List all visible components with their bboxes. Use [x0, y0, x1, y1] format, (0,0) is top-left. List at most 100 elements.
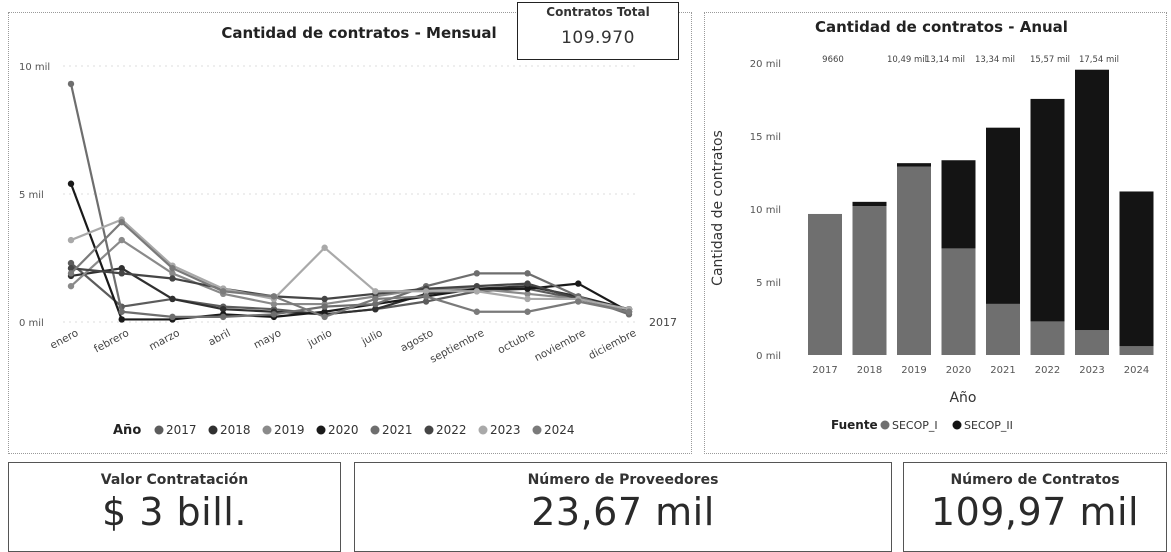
valor-contratacion-card: Valor Contratación $ 3 bill. [8, 462, 341, 552]
annual-bar-segment [1075, 69, 1109, 331]
monthly-legend-marker [370, 425, 380, 435]
annual-x-tick-label: 2022 [1035, 365, 1060, 376]
monthly-data-point [524, 308, 531, 315]
monthly-data-point [473, 308, 481, 315]
annual-chart-title: Cantidad de contratos - Anual [815, 18, 1068, 36]
monthly-data-point [118, 308, 125, 315]
numero-contratos-value: 109,97 mil [930, 490, 1140, 534]
annual-legend-label: SECOP_I [892, 419, 938, 432]
monthly-data-point [422, 293, 430, 300]
monthly-legend-label: 2017 [166, 423, 197, 437]
monthly-data-point [625, 308, 633, 315]
monthly-series-line [70, 238, 630, 313]
monthly-data-point [118, 218, 125, 226]
monthly-data-point [270, 293, 278, 300]
annual-chart-panel: Cantidad de contratos - Anual Cantidad d… [704, 12, 1167, 454]
annual-bar-segment [1075, 330, 1109, 355]
annual-x-tick-label: 2018 [857, 365, 882, 376]
monthly-chart-title: Cantidad de contratos - Mensual [221, 24, 496, 42]
monthly-y-tick-label: 10 mil [19, 62, 50, 73]
monthly-data-point [118, 265, 125, 272]
monthly-x-tick-label: julio [359, 327, 385, 348]
annual-y-tick-label: 0 mil [756, 351, 781, 362]
annual-legend-marker [952, 420, 962, 430]
monthly-data-point [524, 280, 531, 287]
monthly-data-point [321, 308, 328, 315]
annual-y-tick-label: 15 mil [750, 132, 781, 143]
monthly-data-point [118, 236, 125, 244]
monthly-legend-marker [478, 425, 488, 435]
contratos-total-label: Contratos Total [546, 5, 650, 19]
monthly-data-point [422, 288, 430, 295]
monthly-legend-label: 2023 [490, 423, 521, 437]
monthly-data-point [67, 259, 75, 267]
monthly-series-line [70, 267, 630, 311]
monthly-data-point [219, 306, 227, 313]
monthly-legend-marker [316, 425, 326, 435]
monthly-legend-label: 2024 [544, 423, 575, 437]
contratos-total-card: Contratos Total 109.970 [517, 2, 679, 60]
monthly-legend-marker [154, 425, 164, 435]
monthly-data-point [524, 270, 531, 277]
monthly-data-point [67, 282, 75, 290]
monthly-x-tick-label: enero [48, 327, 80, 352]
numero-contratos-label: Número de Contratos [950, 472, 1120, 488]
monthly-data-point [169, 265, 176, 272]
monthly-legend-marker [532, 425, 542, 435]
monthly-x-tick-label: febrero [92, 327, 131, 355]
monthly-data-point [169, 313, 176, 321]
annual-x-axis-title: Año [949, 390, 976, 406]
numero-proveedores-value: 23,67 mil [531, 490, 715, 534]
monthly-x-tick-label: septiembre [428, 327, 486, 366]
numero-contratos-card: Número de Contratos 109,97 mil [903, 462, 1167, 552]
annual-bar-segment [941, 248, 976, 355]
monthly-x-tick-label: marzo [147, 327, 182, 353]
monthly-data-point [372, 306, 379, 313]
annual-top-data-label: 15,57 mil [1030, 55, 1070, 65]
monthly-data-point [118, 270, 125, 277]
monthly-x-tick-label: agosto [398, 327, 435, 354]
monthly-chart-panel: Cantidad de contratos - Mensual 0 mil 5 m… [8, 12, 692, 454]
monthly-data-point [473, 288, 481, 295]
monthly-y-tick-label: 0 mil [19, 318, 44, 329]
annual-bar-segment [986, 127, 1020, 304]
annual-y-axis-title: Cantidad de contratos [710, 130, 726, 286]
monthly-data-point [169, 270, 176, 277]
monthly-data-point [422, 298, 430, 305]
monthly-legend-title: Año [113, 423, 141, 438]
monthly-x-tick-label: junio [305, 327, 334, 350]
valor-contratacion-label: Valor Contratación [100, 472, 249, 488]
monthly-data-point [67, 270, 75, 277]
annual-top-data-label: 13,14 mil [925, 55, 965, 65]
monthly-data-point [524, 290, 531, 298]
monthly-data-point [372, 295, 379, 303]
monthly-legend-marker [262, 425, 272, 435]
annual-bar-segment [897, 163, 931, 167]
annual-bar-segment [941, 160, 976, 249]
annual-stacked-bar-chart: Cantidad de contratos - Anual Cantidad d… [710, 18, 1154, 432]
annual-top-data-label: 17,54 mil [1079, 55, 1119, 65]
annual-x-tick-label: 2020 [946, 365, 971, 376]
monthly-y-tick-label: 5 mil [19, 190, 44, 201]
annual-x-tick-label: 2019 [901, 365, 926, 376]
monthly-data-point [321, 313, 328, 321]
monthly-x-tick-label: mayo [252, 327, 284, 351]
monthly-series-line [70, 218, 630, 311]
monthly-data-point [169, 275, 176, 282]
annual-bar-segment [1030, 98, 1065, 322]
monthly-data-point [524, 295, 531, 303]
monthly-data-point [473, 282, 481, 290]
monthly-data-point [270, 311, 278, 318]
monthly-data-point [219, 288, 227, 295]
monthly-data-point [372, 288, 379, 295]
monthly-data-point [321, 303, 328, 310]
annual-bar-segment [1030, 321, 1065, 355]
annual-legend-label: SECOP_II [964, 419, 1013, 432]
monthly-data-point [67, 265, 75, 272]
annual-y-tick-label: 5 mil [756, 278, 781, 289]
monthly-data-point [575, 298, 582, 305]
monthly-x-tick-label: noviembre [533, 327, 588, 364]
annual-bar-segment [986, 303, 1020, 355]
monthly-data-point [575, 280, 582, 287]
annual-x-tick-label: 2024 [1124, 365, 1149, 376]
